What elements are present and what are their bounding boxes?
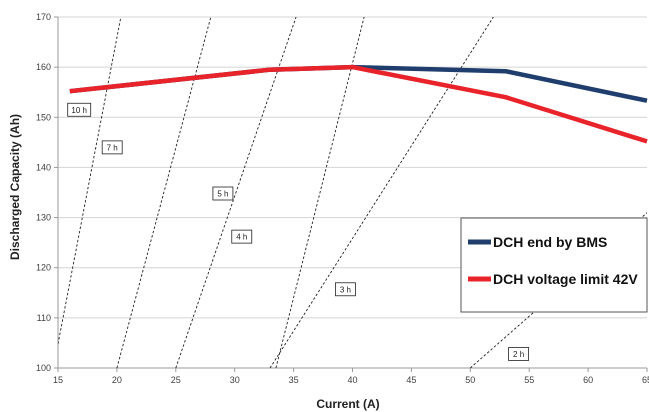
y-tick-labels: 100 110 120 130 140 150 160 170 — [36, 12, 58, 373]
x-tick-label-50: 50 — [465, 375, 475, 385]
x-tick-label-60: 60 — [583, 375, 593, 385]
iso-label-4: 3 h — [340, 285, 351, 294]
x-tick-label-40: 40 — [347, 375, 357, 385]
iso-label-box-0 — [67, 102, 92, 117]
iso-label-5: 2 h — [513, 350, 524, 359]
x-tick-label-55: 55 — [524, 375, 534, 385]
x-tick-label-35: 35 — [289, 375, 299, 385]
x-tick-label-30: 30 — [230, 375, 240, 385]
x-tick-label-25: 25 — [171, 375, 181, 385]
iso-label-1: 7 h — [107, 143, 118, 152]
y-axis-title: Discharged Capacity (Ah) — [8, 114, 22, 260]
iso-line-2 — [175, 17, 297, 368]
series-line-1 — [69, 64, 648, 144]
x-tick-label-15: 15 — [53, 375, 63, 385]
iso-label-0: 10 h — [71, 106, 87, 115]
series-lines — [69, 64, 648, 144]
iso-line-1 — [116, 17, 212, 368]
x-tick-labels: 15 20 25 30 35 40 45 50 55 60 65 — [53, 368, 649, 385]
y-tick-label-130: 130 — [36, 213, 51, 223]
x-axis-title: Current (A) — [316, 397, 379, 411]
y-tick-label-110: 110 — [37, 313, 51, 323]
iso-line-4 — [269, 17, 494, 368]
x-tick-label-45: 45 — [406, 375, 416, 385]
iso-line-0 — [58, 17, 122, 345]
iso-label-box-4 — [335, 282, 356, 297]
legend: DCH end by BMS DCH voltage limit 42V — [460, 217, 648, 313]
x-tick-label-65: 65 — [642, 375, 649, 385]
y-tick-label-120: 120 — [36, 263, 51, 273]
iso-label-box-2 — [212, 186, 234, 201]
grid — [57, 16, 647, 369]
y-tick-label-140: 140 — [36, 162, 51, 172]
legend-label-1: DCH voltage limit 42V — [493, 271, 638, 287]
iso-label-box-1 — [101, 140, 123, 155]
iso-label-3: 4 h — [236, 233, 247, 242]
y-tick-label-150: 150 — [36, 112, 51, 122]
legend-box — [460, 217, 648, 313]
y-tick-label-170: 170 — [36, 12, 51, 22]
iso-label-box-5 — [508, 347, 529, 361]
iso-label-box-3 — [231, 229, 253, 244]
iso-label-2: 5 h — [217, 190, 228, 199]
y-tick-label-160: 160 — [36, 62, 51, 72]
x-tick-label-20: 20 — [112, 375, 122, 385]
iso-line-3 — [275, 17, 365, 368]
iso-lines: 10 h 7 h 5 h 4 h 3 h 2 h — [58, 17, 647, 368]
y-tick-label-100: 100 — [36, 363, 51, 373]
legend-label-0: DCH end by BMS — [493, 234, 607, 250]
